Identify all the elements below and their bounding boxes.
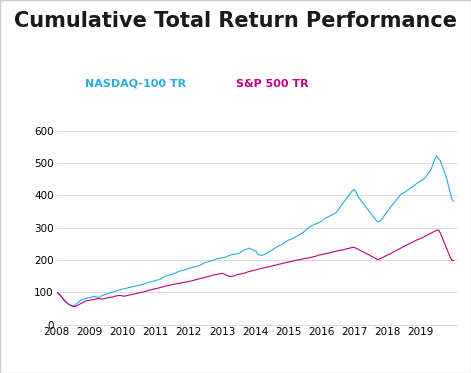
Text: NASDAQ-100 TR: NASDAQ-100 TR (85, 79, 186, 89)
Text: Cumulative Total Return Performance: Cumulative Total Return Performance (14, 11, 457, 31)
Text: S&P 500 TR: S&P 500 TR (236, 79, 308, 89)
